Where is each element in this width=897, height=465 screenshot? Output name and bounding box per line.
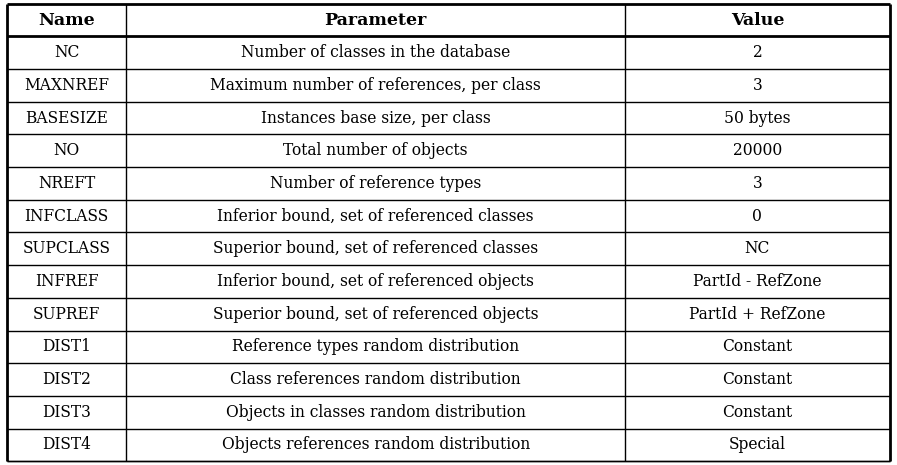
Text: 3: 3	[753, 175, 762, 192]
Text: Total number of objects: Total number of objects	[283, 142, 468, 159]
Text: Constant: Constant	[722, 371, 792, 388]
Text: Objects in classes random distribution: Objects in classes random distribution	[226, 404, 526, 421]
Text: 3: 3	[753, 77, 762, 94]
Text: Name: Name	[39, 12, 95, 28]
Text: Class references random distribution: Class references random distribution	[231, 371, 521, 388]
Text: SUPCLASS: SUPCLASS	[22, 240, 110, 257]
Text: Number of classes in the database: Number of classes in the database	[241, 44, 510, 61]
Text: Superior bound, set of referenced classes: Superior bound, set of referenced classe…	[213, 240, 538, 257]
Text: PartId - RefZone: PartId - RefZone	[693, 273, 822, 290]
Text: Number of reference types: Number of reference types	[270, 175, 482, 192]
Text: DIST4: DIST4	[42, 437, 91, 453]
Text: Reference types random distribution: Reference types random distribution	[232, 339, 519, 355]
Text: Inferior bound, set of referenced classes: Inferior bound, set of referenced classe…	[217, 208, 534, 225]
Text: Maximum number of references, per class: Maximum number of references, per class	[210, 77, 541, 94]
Text: NREFT: NREFT	[39, 175, 95, 192]
Text: Value: Value	[731, 12, 784, 28]
Text: MAXNREF: MAXNREF	[24, 77, 109, 94]
Text: Instances base size, per class: Instances base size, per class	[261, 110, 491, 126]
Text: 0: 0	[753, 208, 762, 225]
Text: Special: Special	[729, 437, 786, 453]
Text: Inferior bound, set of referenced objects: Inferior bound, set of referenced object…	[217, 273, 534, 290]
Text: DIST2: DIST2	[42, 371, 91, 388]
Text: 20000: 20000	[733, 142, 782, 159]
Text: NO: NO	[54, 142, 80, 159]
Text: Constant: Constant	[722, 339, 792, 355]
Text: SUPREF: SUPREF	[33, 306, 100, 323]
Text: INFREF: INFREF	[35, 273, 99, 290]
Text: INFCLASS: INFCLASS	[24, 208, 109, 225]
Text: Superior bound, set of referenced objects: Superior bound, set of referenced object…	[213, 306, 538, 323]
Text: DIST1: DIST1	[42, 339, 91, 355]
Text: NC: NC	[54, 44, 80, 61]
Text: DIST3: DIST3	[42, 404, 91, 421]
Text: PartId + RefZone: PartId + RefZone	[689, 306, 825, 323]
Text: Objects references random distribution: Objects references random distribution	[222, 437, 530, 453]
Text: 2: 2	[753, 44, 762, 61]
Text: BASESIZE: BASESIZE	[25, 110, 109, 126]
Text: Parameter: Parameter	[325, 12, 427, 28]
Text: Constant: Constant	[722, 404, 792, 421]
Text: NC: NC	[745, 240, 771, 257]
Text: 50 bytes: 50 bytes	[724, 110, 790, 126]
